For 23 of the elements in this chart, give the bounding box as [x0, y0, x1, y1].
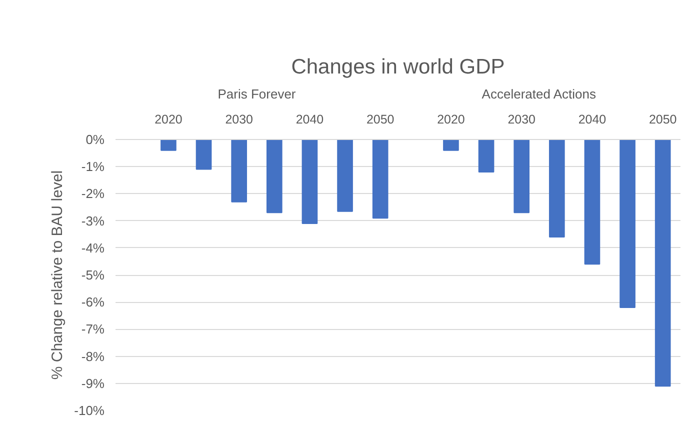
y-tick-label: -4% [81, 240, 105, 256]
x-tick-label: 2030 [508, 112, 536, 126]
y-tick-label: -7% [81, 322, 105, 337]
y-tick-label: -8% [81, 348, 105, 364]
y-tick-label: -10% [74, 403, 105, 418]
text: Paris Forever [218, 86, 296, 102]
y-tick-label: -6% [81, 294, 105, 310]
x-tick-label: 2040 [296, 112, 324, 126]
x-tick-label: 2050 [366, 112, 394, 126]
x-tick-label: 2020 [154, 112, 182, 126]
text: Accelerated Actions [482, 86, 596, 102]
x-tick-label: 2020 [437, 112, 465, 126]
y-tick-label: -5% [81, 268, 105, 282]
y-axis-title: % Change relative to BAU level [49, 170, 66, 380]
y-tick-label: 0% [86, 132, 105, 147]
y-tick-label: -9% [81, 376, 105, 391]
y-tick-label: -2% [81, 186, 105, 202]
chart-title: Changes in world GDP [291, 56, 505, 78]
y-tick-label: -1% [81, 159, 105, 174]
x-tick-label: 2050 [648, 112, 677, 126]
x-tick-label: 2030 [225, 112, 254, 126]
y-tick-label: -3% [81, 213, 105, 228]
x-tick-label: 2040 [578, 112, 606, 126]
